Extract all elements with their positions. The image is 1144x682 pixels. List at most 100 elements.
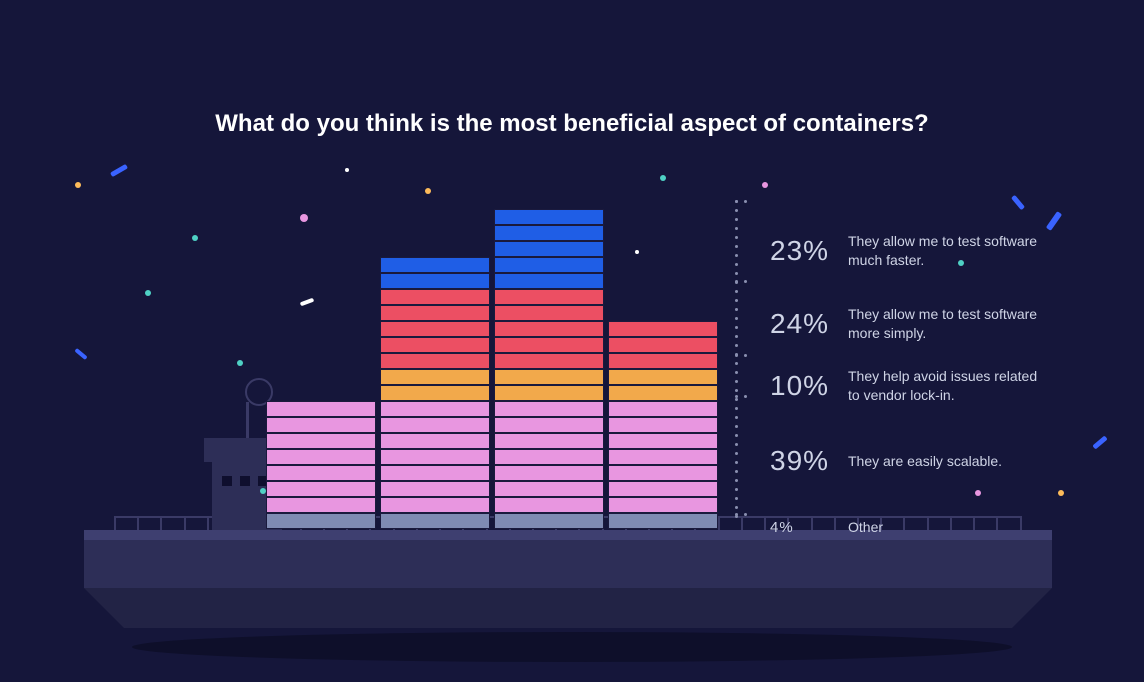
container-block [608, 369, 718, 385]
confetti-dash [74, 348, 87, 360]
container-block [266, 497, 376, 513]
container-block [266, 481, 376, 497]
bar-stack [266, 401, 376, 529]
container-block [380, 497, 490, 513]
legend-item: 39%They are easily scalable. [770, 445, 1048, 477]
confetti-dot [75, 182, 81, 188]
confetti-dot [958, 260, 964, 266]
container-block [380, 401, 490, 417]
container-block [380, 257, 490, 273]
legend-label: They are easily scalable. [848, 452, 1048, 471]
container-block [494, 449, 604, 465]
legend-percentage: 39% [770, 445, 848, 477]
legend-label: They allow me to test software more simp… [848, 305, 1048, 343]
container-block [608, 481, 718, 497]
confetti-dot [975, 490, 981, 496]
container-block [380, 513, 490, 529]
container-block [494, 225, 604, 241]
infographic-canvas: What do you think is the most beneficial… [0, 0, 1144, 682]
legend-label: Other [848, 518, 1048, 537]
confetti-dot [660, 175, 666, 181]
radar-mast [246, 402, 249, 438]
container-block [608, 353, 718, 369]
chart-title: What do you think is the most beneficial… [0, 110, 1144, 138]
legend-label: They help avoid issues related to vendor… [848, 367, 1048, 405]
container-block [494, 257, 604, 273]
container-block [494, 353, 604, 369]
ship-hull-bow [84, 588, 1052, 628]
legend-percentage: 4% [770, 519, 848, 536]
legend-percentage: 23% [770, 235, 848, 267]
confetti-dot [635, 250, 639, 254]
confetti-dot [1058, 490, 1064, 496]
container-block [380, 385, 490, 401]
container-block [380, 337, 490, 353]
container-block [494, 241, 604, 257]
container-block [380, 433, 490, 449]
confetti-dot [145, 290, 151, 296]
confetti-dot [762, 182, 768, 188]
container-block [380, 369, 490, 385]
bridge-windows [222, 476, 268, 486]
container-block [608, 449, 718, 465]
bar-stack [608, 321, 718, 529]
container-block [494, 513, 604, 529]
container-block [266, 449, 376, 465]
container-block [380, 289, 490, 305]
container-block [266, 417, 376, 433]
container-block [380, 321, 490, 337]
container-block [266, 513, 376, 529]
container-block [380, 417, 490, 433]
container-block [494, 433, 604, 449]
container-block [608, 513, 718, 529]
container-block [266, 401, 376, 417]
bar-stack [494, 209, 604, 529]
container-block [494, 497, 604, 513]
legend-item: 24%They allow me to test software more s… [770, 305, 1048, 343]
bar-stack [380, 257, 490, 529]
container-block [380, 305, 490, 321]
container-block [494, 273, 604, 289]
container-block [494, 321, 604, 337]
container-block [494, 305, 604, 321]
container-block [608, 385, 718, 401]
confetti-dash [110, 164, 128, 177]
container-block [380, 449, 490, 465]
container-block [266, 433, 376, 449]
container-block [608, 497, 718, 513]
container-block [608, 337, 718, 353]
container-block [494, 465, 604, 481]
confetti-dot [237, 360, 243, 366]
legend-item: 23%They allow me to test software much f… [770, 232, 1048, 270]
confetti-dot [260, 488, 266, 494]
confetti-dash [1011, 195, 1025, 210]
container-block [494, 289, 604, 305]
confetti-dash [1046, 211, 1062, 231]
container-block [608, 321, 718, 337]
legend-label: They allow me to test software much fast… [848, 232, 1048, 270]
container-block [608, 433, 718, 449]
container-block [494, 417, 604, 433]
container-block [494, 401, 604, 417]
container-block [380, 353, 490, 369]
container-block [380, 481, 490, 497]
container-block [380, 465, 490, 481]
stacked-bar-chart [266, 209, 718, 529]
container-block [494, 209, 604, 225]
container-block [266, 465, 376, 481]
confetti-dot [425, 188, 431, 194]
container-block [494, 337, 604, 353]
confetti-dot [300, 214, 308, 222]
container-block [608, 417, 718, 433]
confetti-dot [345, 168, 349, 172]
container-block [608, 465, 718, 481]
legend-percentage: 10% [770, 370, 848, 402]
container-block [494, 385, 604, 401]
ship-hull-body [84, 540, 1052, 588]
container-block [380, 273, 490, 289]
legend-item: 10%They help avoid issues related to ven… [770, 367, 1048, 405]
legend-item: 4%Other [770, 518, 1048, 537]
container-block [494, 481, 604, 497]
container-block [494, 369, 604, 385]
container-block [608, 401, 718, 417]
